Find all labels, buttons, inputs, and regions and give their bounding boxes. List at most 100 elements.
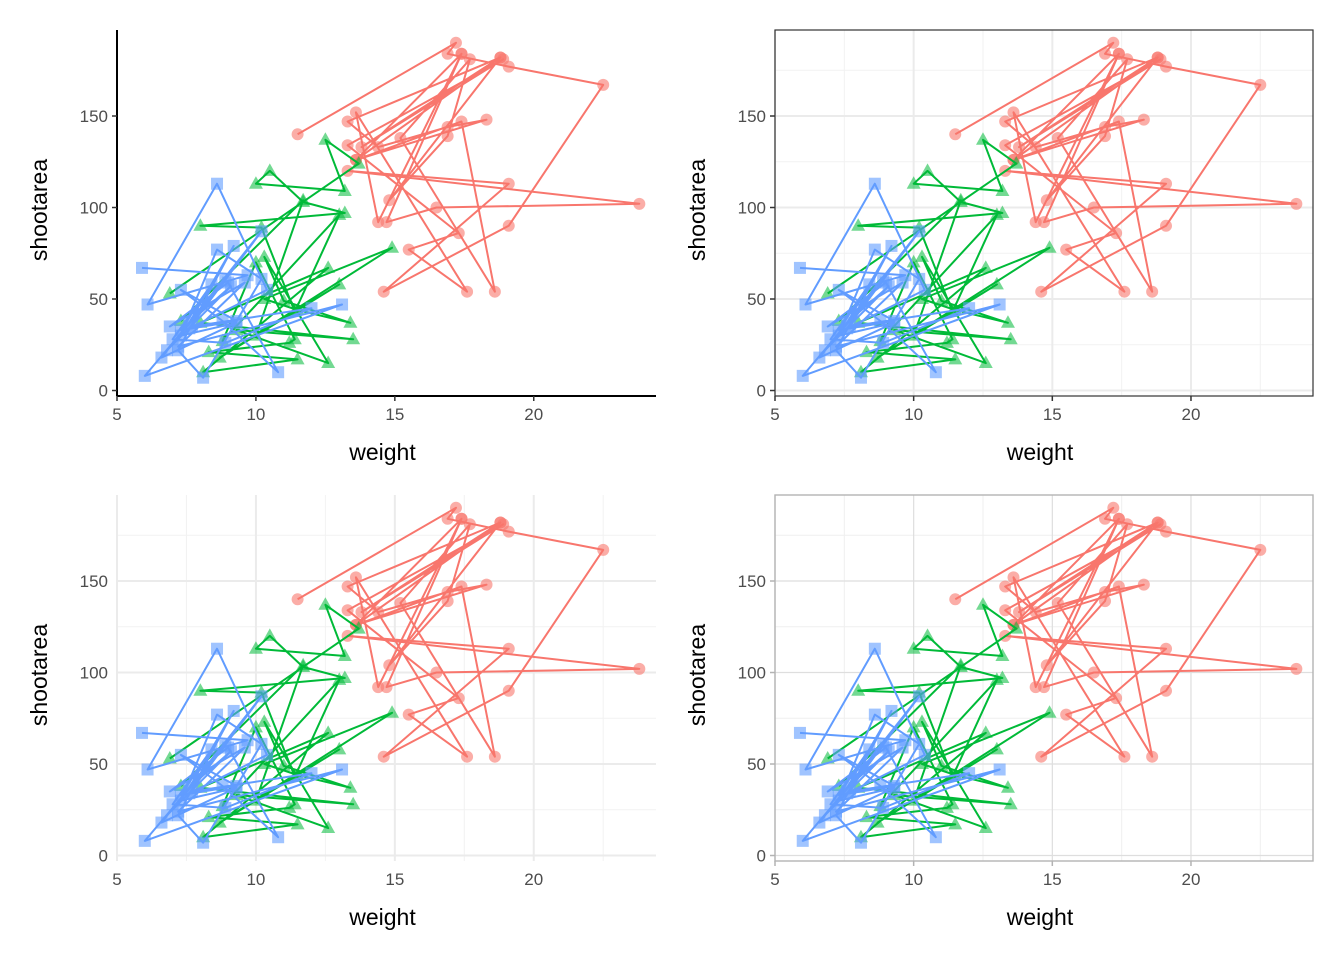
data-point xyxy=(939,800,954,813)
data-point xyxy=(1029,606,1042,619)
data-point xyxy=(441,595,454,608)
x-tick-label: 10 xyxy=(246,405,265,424)
data-point xyxy=(913,272,926,285)
data-point xyxy=(332,741,347,755)
data-point xyxy=(914,291,929,305)
data-point xyxy=(1160,684,1173,697)
data-point xyxy=(918,283,931,296)
data-point xyxy=(885,704,898,717)
data-point xyxy=(211,177,224,190)
data-point xyxy=(402,708,415,721)
data-point xyxy=(163,785,176,798)
data-point xyxy=(1254,543,1267,556)
y-tick-label: 100 xyxy=(738,199,766,218)
data-point xyxy=(1000,780,1015,793)
y-axis-title: shootarea xyxy=(26,624,52,727)
data-point xyxy=(796,834,809,847)
data-point xyxy=(351,156,366,169)
data-point xyxy=(1137,113,1150,126)
data-point xyxy=(832,748,845,761)
data-point xyxy=(1009,156,1024,169)
data-point xyxy=(461,285,474,298)
data-point xyxy=(372,216,385,229)
data-point xyxy=(441,47,454,60)
data-point xyxy=(854,371,867,384)
data-point xyxy=(1151,516,1164,529)
data-point xyxy=(136,261,149,274)
data-point xyxy=(372,681,385,694)
data-point xyxy=(818,809,831,822)
data-point xyxy=(633,197,646,210)
data-point xyxy=(820,751,835,764)
data-point xyxy=(430,666,443,679)
data-point xyxy=(975,597,990,610)
y-tick-label: 50 xyxy=(747,755,766,774)
data-point xyxy=(914,714,929,727)
data-point xyxy=(238,741,251,754)
data-point xyxy=(1107,501,1120,514)
series-group-blue xyxy=(136,177,349,384)
data-point xyxy=(1007,571,1020,584)
y-tick-label: 50 xyxy=(89,290,108,309)
data-point xyxy=(138,834,151,847)
data-point xyxy=(949,593,962,606)
data-point xyxy=(193,683,208,696)
data-point xyxy=(863,743,876,756)
y-tick-label: 50 xyxy=(89,755,108,774)
x-tick-label: 5 xyxy=(112,870,121,889)
x-tick-label: 15 xyxy=(385,870,404,889)
data-point xyxy=(953,192,968,206)
data-point xyxy=(906,176,921,189)
data-point xyxy=(291,593,304,606)
data-point xyxy=(219,336,232,349)
data-point xyxy=(452,227,465,240)
data-point xyxy=(824,798,837,811)
data-point xyxy=(502,642,515,655)
series-group-blue xyxy=(136,642,349,849)
data-point xyxy=(920,628,935,641)
series-group-red xyxy=(949,501,1303,763)
data-point xyxy=(793,726,806,739)
data-point xyxy=(272,831,285,844)
data-point xyxy=(963,302,976,315)
data-point xyxy=(1060,243,1073,256)
data-point xyxy=(488,750,501,763)
y-tick-label: 0 xyxy=(99,847,108,866)
data-point xyxy=(205,743,218,756)
x-axis-title: weight xyxy=(348,904,416,930)
data-point xyxy=(888,779,901,792)
data-point xyxy=(318,597,333,610)
data-point xyxy=(1151,51,1164,64)
data-point xyxy=(1118,285,1131,298)
data-point xyxy=(854,836,867,849)
series-group-blue xyxy=(793,177,1006,384)
data-point xyxy=(341,139,354,152)
data-point xyxy=(851,683,866,696)
y-tick-label: 100 xyxy=(80,664,108,683)
data-point xyxy=(377,750,390,763)
data-point xyxy=(821,785,834,798)
x-tick-label: 5 xyxy=(770,405,779,424)
data-point xyxy=(1042,240,1057,253)
y-tick-label: 150 xyxy=(80,107,108,126)
data-point xyxy=(138,369,151,382)
data-point xyxy=(166,333,179,346)
data-point xyxy=(868,243,881,256)
data-point xyxy=(216,314,229,327)
data-point xyxy=(953,657,968,671)
data-point xyxy=(818,344,831,357)
data-point xyxy=(355,606,368,619)
data-point xyxy=(174,324,187,337)
data-point xyxy=(449,36,462,49)
data-point xyxy=(879,741,892,754)
y-tick-label: 0 xyxy=(757,382,766,401)
data-point xyxy=(318,132,333,145)
data-point xyxy=(1099,120,1112,133)
data-point xyxy=(441,512,454,525)
data-point xyxy=(257,291,272,305)
data-point xyxy=(461,750,474,763)
data-point xyxy=(211,708,224,721)
data-point xyxy=(248,719,263,733)
data-point xyxy=(995,183,1010,197)
data-point xyxy=(332,672,347,685)
